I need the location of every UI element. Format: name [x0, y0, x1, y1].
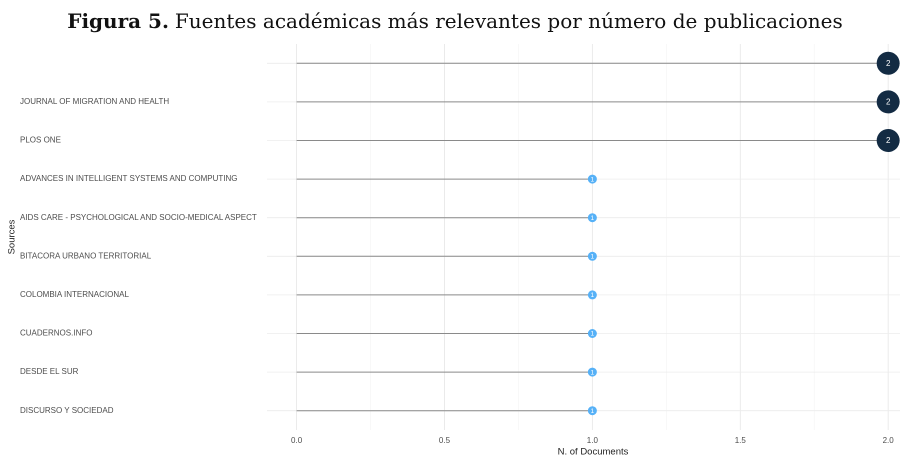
x-axis-label: N. of Documents: [558, 447, 629, 457]
y-tick-label: PLOS ONE: [20, 136, 61, 145]
dot: [876, 90, 900, 114]
data-label: 1: [591, 254, 595, 261]
x-tick-label: 1.5: [735, 436, 747, 445]
y-tick-label: DISCURSO Y SOCIEDAD: [20, 406, 114, 415]
dot: [876, 129, 900, 152]
x-tick-label: 0.5: [439, 436, 451, 445]
y-tick-label: AIDS CARE - PSYCHOLOGICAL AND SOCIO-MEDI…: [20, 213, 257, 222]
data-label: 1: [591, 292, 595, 299]
y-axis-label: Sources: [7, 219, 18, 254]
dot: [587, 213, 597, 223]
dot: [587, 290, 597, 300]
data-label: 1: [591, 408, 595, 415]
dot: [587, 174, 597, 184]
data-label: 1: [591, 369, 595, 376]
x-tick-label: 2.0: [883, 436, 895, 445]
dot: [876, 51, 900, 75]
data-label: 2: [886, 136, 891, 145]
dot: [587, 251, 597, 261]
chart-title: Figura 5. Fuentes académicas más relevant…: [67, 9, 842, 33]
data-label: 2: [886, 59, 891, 68]
title-label: Figura 5.: [67, 9, 169, 33]
data-label: 1: [591, 331, 595, 338]
y-tick-label: BITACORA URBANO TERRITORIAL: [20, 251, 152, 260]
y-tick-label: COLOMBIA INTERNACIONAL: [20, 290, 129, 299]
y-tick-label: CUADERNOS.INFO: [20, 329, 92, 338]
y-tick-label: DESDE EL SUR: [20, 367, 79, 376]
data-label: 1: [591, 176, 595, 183]
dot: [587, 367, 597, 377]
title-text: Fuentes académicas más relevantes por nú…: [175, 9, 843, 33]
y-tick-label: ADVANCES IN INTELLIGENT SYSTEMS AND COMP…: [20, 174, 238, 183]
dot: [587, 329, 597, 338]
dot: [587, 406, 597, 416]
x-tick-label: 0.0: [291, 436, 303, 445]
y-tick-label: JOURNAL OF MIGRATION AND HEALTH: [20, 97, 169, 106]
data-label: 1: [591, 215, 595, 222]
x-tick-label: 1.0: [587, 436, 599, 445]
data-label: 2: [886, 98, 891, 107]
